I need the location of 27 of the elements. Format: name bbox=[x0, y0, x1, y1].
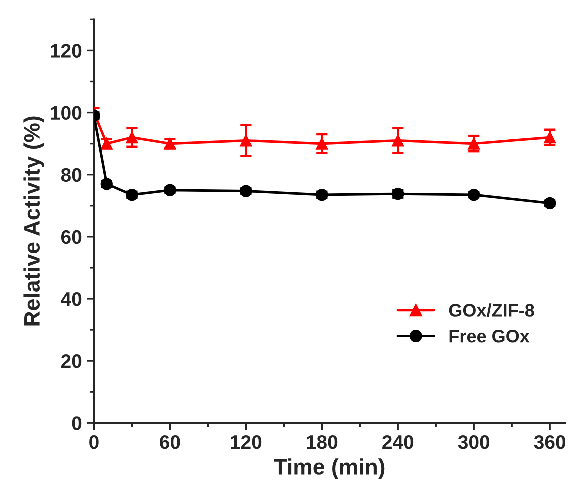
y-tick-label: 120 bbox=[51, 44, 82, 58]
point bbox=[468, 138, 480, 150]
y-tick-label: 60 bbox=[61, 230, 82, 244]
x-tick-label: 0 bbox=[90, 435, 99, 450]
point bbox=[316, 138, 328, 150]
x-tick-label: 360 bbox=[534, 435, 566, 450]
point bbox=[126, 132, 138, 144]
y-tick-label: 0 bbox=[72, 416, 82, 430]
point bbox=[164, 184, 176, 196]
x-tick-label: 300 bbox=[458, 435, 490, 450]
legend-label: GOx/ZIF-8 bbox=[449, 304, 534, 318]
x-tick-label: 60 bbox=[160, 435, 180, 450]
point bbox=[544, 132, 556, 144]
x-axis-title: Time (min) bbox=[274, 458, 385, 480]
y-tick-label: 20 bbox=[61, 354, 82, 368]
point bbox=[392, 134, 404, 147]
point bbox=[544, 197, 556, 210]
point bbox=[468, 188, 480, 202]
y-axis-title: Relative Activity (%) bbox=[24, 116, 44, 326]
y-tick-label: 100 bbox=[51, 106, 82, 120]
y-tick-label: 80 bbox=[61, 168, 82, 182]
legend-label: Free GOx bbox=[450, 330, 530, 343]
x-tick-label: 120 bbox=[231, 435, 262, 450]
y-tick-label: 40 bbox=[61, 292, 82, 306]
x-tick-label: 180 bbox=[307, 435, 338, 450]
point bbox=[240, 134, 252, 147]
x-tick-label: 240 bbox=[382, 435, 414, 450]
